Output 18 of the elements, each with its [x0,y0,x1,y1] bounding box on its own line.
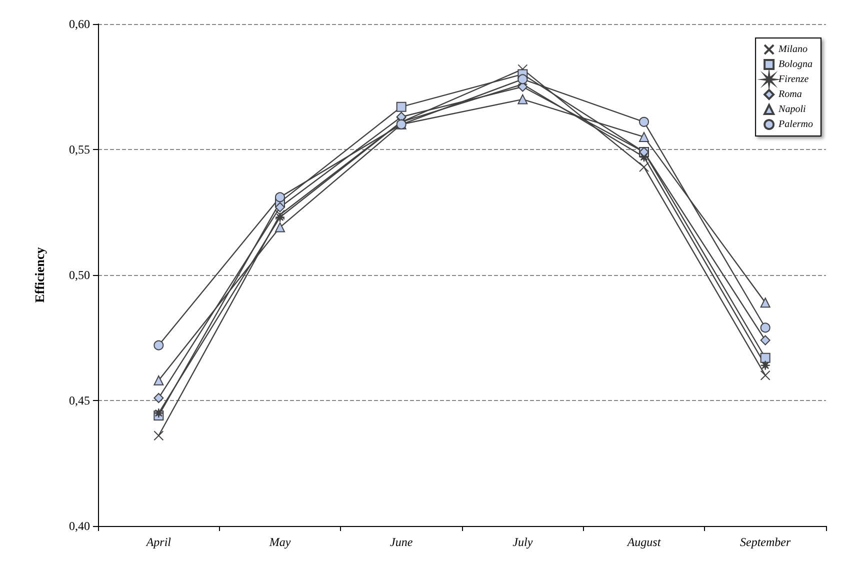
x-tick-label: May [268,535,292,549]
legend-label: Palermo [778,119,814,130]
x-tick-label: July [512,535,534,549]
y-tick-label: 0,60 [69,17,90,31]
legend-label: Napoli [778,104,806,115]
y-tick-label: 0,45 [69,394,90,408]
x-tick-label: August [626,535,662,549]
y-tick-label: 0,40 [69,519,90,533]
legend-label: Firenze [778,74,810,85]
legend-label: Bologna [778,59,812,70]
legend-label: Milano [778,44,808,55]
x-tick-label: September [740,535,791,549]
x-tick-label: June [390,535,414,549]
x-tick-label: April [145,535,172,549]
legend-label: Roma [778,89,802,100]
y-axis-title: Efficiency [32,246,47,303]
y-tick-label: 0,50 [69,268,90,282]
y-tick-label: 0,55 [69,142,90,156]
